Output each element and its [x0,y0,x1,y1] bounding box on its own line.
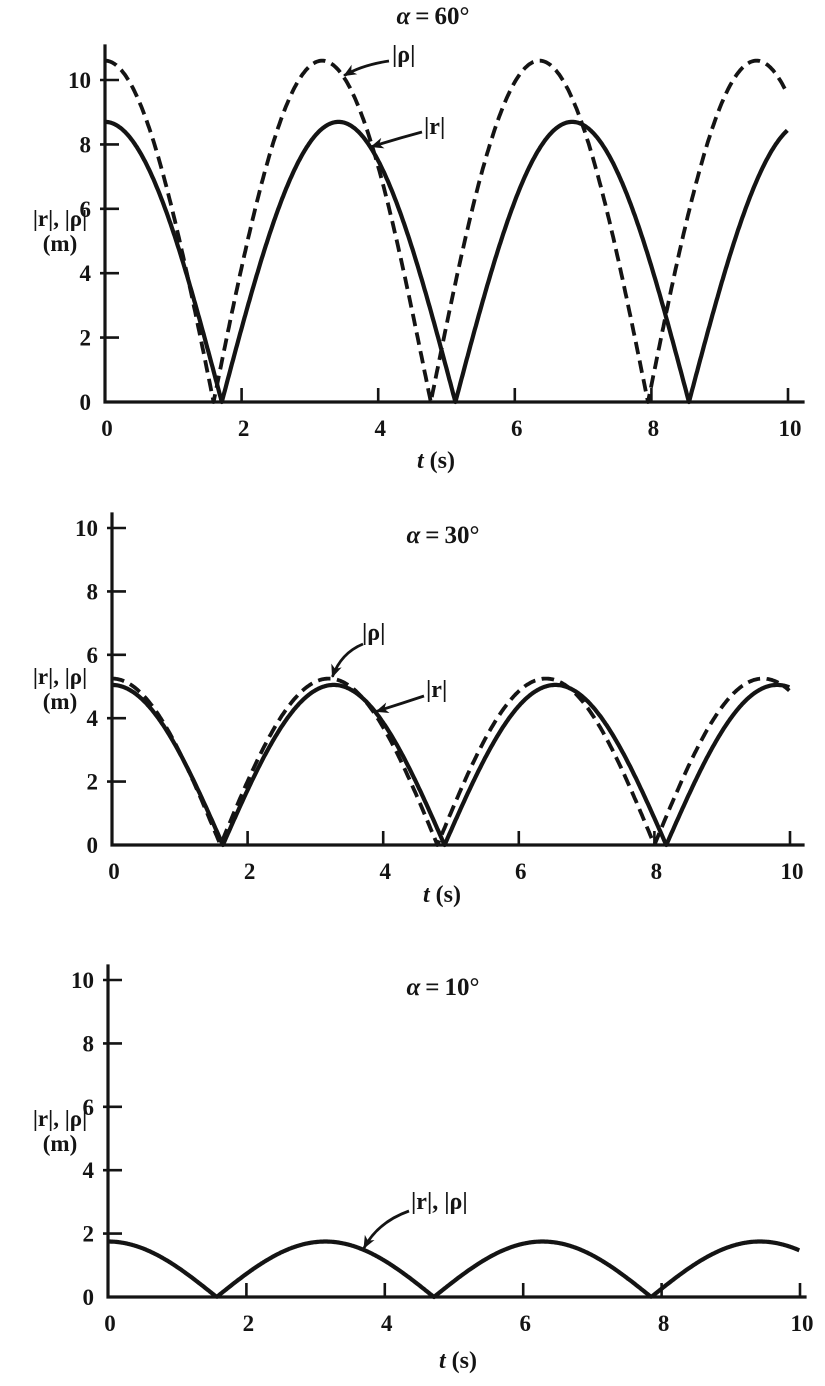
chart1-x-tick-label: 2 [238,416,250,441]
chart3-y-tick-label: 0 [83,1285,95,1310]
alpha-symbol: α [406,522,421,549]
chart1-y-tick-label: 10 [68,68,91,93]
chart1-y-tick-label: 8 [80,132,92,157]
chart3-x-tick-label: 6 [519,1311,531,1336]
chart2-y-tick-label: 0 [87,833,99,858]
chart2-curve-r [110,682,791,848]
chart2-y-tick-label: 8 [87,579,99,604]
chart3-title: α = 10° [406,974,480,1001]
chart1-y-tick-label: 6 [80,197,92,222]
chart1-x-tick-label: 4 [374,416,386,441]
chart2-x-tick-label: 0 [108,859,120,884]
chart1-annotation-arrow [370,130,423,149]
chart1-title: α = 60° [396,3,470,30]
chart2-title: α = 30° [406,522,480,549]
chart2-y-tick-label: 4 [87,706,99,731]
chart3-annotation-arrow [362,1209,410,1249]
chart2-curve-rho [111,676,791,847]
chart1-y-axis-label: |r|, |ρ| (m) [32,206,88,257]
chart2-x-tick-label: 6 [515,859,527,884]
chart1-curve-r [103,119,789,405]
chart3-x-tick-label: 4 [381,1311,393,1336]
chart2-r-curve-label: |r| [426,677,448,703]
chart2-y-tick-label: 2 [87,770,99,795]
chart2-rho-curve-label: |ρ| [362,620,386,646]
chart1-y-tick-label: 2 [80,326,92,351]
chart3-curve-r [106,1239,801,1300]
chart1-y-tick-label: 0 [80,390,92,415]
chart2-y-axis-label: |r|, |ρ| (m) [32,664,88,715]
chart2-x-tick-label: 2 [244,859,256,884]
chart3-x-tick-label: 10 [791,1311,814,1336]
chart3-y-tick-label: 2 [83,1222,95,1247]
chart2-annotation-arrow [375,694,425,714]
chart1-annotation-arrow [343,59,390,77]
chart3-x-tick-label: 2 [243,1311,255,1336]
chart1-axes [103,44,805,404]
chart1-x-tick-label: 10 [779,416,802,441]
chart2-annotation-arrow [331,642,364,678]
alpha-symbol: α [406,974,421,1001]
chart3-x-tick-label: 8 [658,1311,670,1336]
chart2-y-tick-label: 6 [87,643,99,668]
chart2-x-tick-label: 10 [781,859,804,884]
chart1-x-tick-label: 8 [648,416,660,441]
chart1-y-tick-label: 4 [80,261,92,286]
chart3-y-tick-label: 6 [83,1095,95,1120]
chart2-x-tick-label: 4 [379,859,391,884]
chart2-x-axis-label: t (s) [423,882,461,908]
chart1-rho-curve-label: |ρ| [392,42,416,68]
chart1-x-tick-label: 0 [101,416,113,441]
chart3-y-tick-label: 10 [71,968,94,993]
chart2-x-tick-label: 8 [651,859,663,884]
chart3-y-tick-label: 8 [83,1031,95,1056]
chart1-r-curve-label: |r| [424,114,446,140]
chart1-x-tick-label: 6 [511,416,523,441]
chart1-curve-rho [104,58,790,404]
chart3-y-axis-label: |r|, |ρ| (m) [32,1106,88,1157]
chart3-x-tick-label: 0 [104,1311,116,1336]
chart3-y-tick-label: 4 [83,1158,95,1183]
chart2-y-tick-label: 10 [75,516,98,541]
chart3-axes [106,964,807,1299]
chart1-x-axis-label: t (s) [417,448,455,474]
chart3-x-axis-label: t (s) [439,1348,477,1374]
chart3-curves-label: |r|, |ρ| [411,1189,468,1215]
alpha-symbol: α [396,3,411,30]
